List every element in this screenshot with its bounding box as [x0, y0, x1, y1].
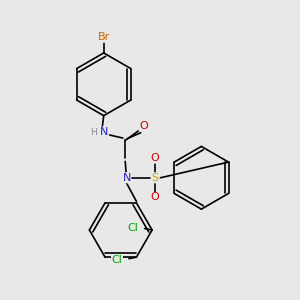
Text: S: S	[152, 173, 159, 183]
Text: O: O	[151, 193, 160, 202]
Text: Br: Br	[98, 32, 110, 42]
Text: O: O	[151, 153, 160, 163]
Text: Cl: Cl	[127, 223, 138, 232]
Text: O: O	[140, 121, 148, 131]
Text: H: H	[90, 128, 97, 136]
Text: Cl: Cl	[112, 255, 122, 265]
Text: N: N	[122, 173, 131, 183]
Text: N: N	[100, 127, 109, 137]
